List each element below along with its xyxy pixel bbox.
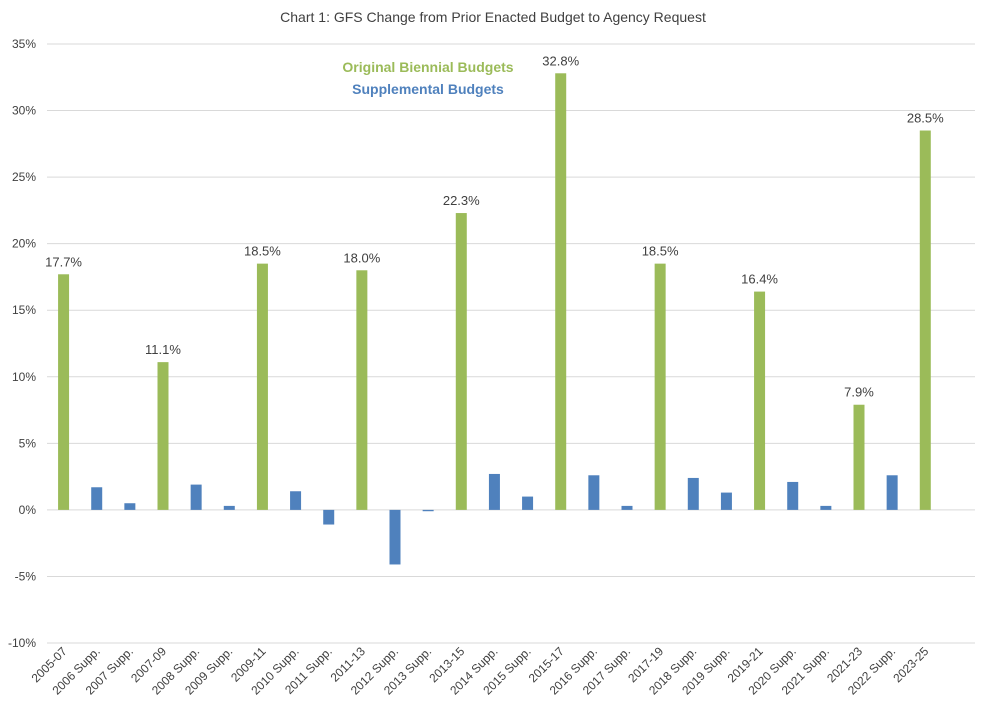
bar-2011-supp- [323, 509, 335, 525]
bar-2013-supp- [422, 509, 434, 512]
bar-2009-11 [256, 263, 268, 510]
bar-2017-19 [654, 263, 666, 510]
data-label: 18.0% [343, 250, 380, 265]
bar-2015-17 [555, 73, 567, 510]
chart-title: Chart 1: GFS Change from Prior Enacted B… [280, 9, 706, 25]
data-label: 11.1% [145, 342, 181, 357]
bar-2014-supp- [488, 473, 500, 510]
data-label: 16.4% [741, 272, 778, 287]
data-label: 7.9% [844, 385, 874, 400]
bar-2020-supp- [787, 481, 799, 510]
data-label: 28.5% [907, 111, 944, 126]
x-tick-label: 2023-25 [890, 644, 931, 685]
y-tick-label: 25% [12, 170, 36, 184]
bar-2008-supp- [190, 484, 202, 510]
data-label: 17.7% [45, 254, 82, 269]
legend-original-biennial: Original Biennial Budgets [342, 59, 513, 75]
legend-supplemental: Supplemental Budgets [352, 81, 504, 97]
bar-2021-supp- [820, 505, 832, 510]
bar-2010-supp- [290, 491, 302, 510]
data-label: 22.3% [443, 193, 480, 208]
bar-2019-21 [754, 291, 766, 510]
bar-2015-supp- [522, 496, 534, 510]
data-label: 32.8% [542, 53, 579, 68]
bar-2013-15 [455, 213, 467, 510]
y-tick-label: 30% [12, 104, 36, 118]
y-tick-label: 20% [12, 237, 36, 251]
y-tick-label: 5% [19, 436, 37, 450]
y-tick-label: 15% [12, 303, 36, 317]
bar-2023-25 [919, 130, 931, 510]
bar-2007-09 [157, 362, 169, 510]
bar-2005-07 [58, 274, 70, 510]
y-tick-label: 0% [19, 503, 37, 517]
bar-2021-23 [853, 404, 865, 510]
y-tick-label: 10% [12, 370, 36, 384]
data-label: 18.5% [244, 244, 281, 259]
bar-2017-supp- [621, 505, 633, 510]
y-tick-label: -10% [8, 636, 36, 650]
data-label: 18.5% [642, 244, 679, 259]
bar-2019-supp- [720, 492, 732, 510]
bar-2009-supp- [223, 505, 235, 510]
bar-2016-supp- [588, 475, 600, 510]
bar-2007-supp- [124, 503, 136, 510]
bar-2018-supp- [687, 477, 699, 510]
bar-2006-supp- [91, 487, 103, 510]
y-tick-label: 35% [12, 37, 36, 51]
bar-2022-supp- [886, 475, 898, 510]
y-tick-label: -5% [15, 569, 37, 583]
bar-2012-supp- [389, 509, 401, 565]
bar-2011-13 [356, 270, 368, 510]
